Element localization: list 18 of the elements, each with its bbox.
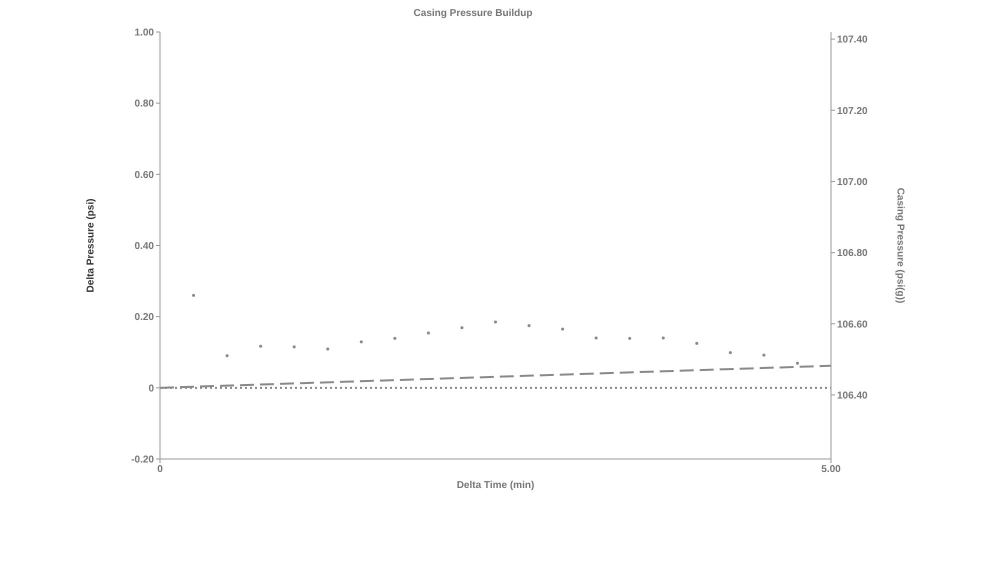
y-tick-label: -0.20	[131, 454, 154, 466]
y-axis-title: Delta Pressure (psi)	[86, 198, 97, 292]
y-tick-label: 1.00	[134, 28, 154, 39]
y2-tick-label: 107.40	[837, 34, 868, 46]
y2-tick-label: 107.00	[837, 177, 868, 188]
y2-tick-label: 106.40	[837, 390, 868, 402]
x-axis-title: Delta Time (min)	[456, 480, 534, 492]
y2-axis-title: Casing Pressure (psi(g))	[894, 188, 906, 304]
y-tick-label: 0.80	[134, 98, 154, 110]
y2-tick-label: 106.60	[837, 319, 868, 330]
y2-tick-label: 107.20	[837, 106, 868, 117]
x-tick-label: 5.00	[821, 464, 842, 476]
y-tick-label: 0.20	[134, 312, 154, 324]
y-tick-label: 0	[148, 383, 154, 394]
chart-title: Casing Pressure Buildup	[412, 8, 534, 19]
y-tick-label: 0.40	[134, 241, 154, 252]
y2-tick-label: 106.80	[837, 248, 868, 260]
y-tick-label: 0.60	[134, 170, 154, 181]
